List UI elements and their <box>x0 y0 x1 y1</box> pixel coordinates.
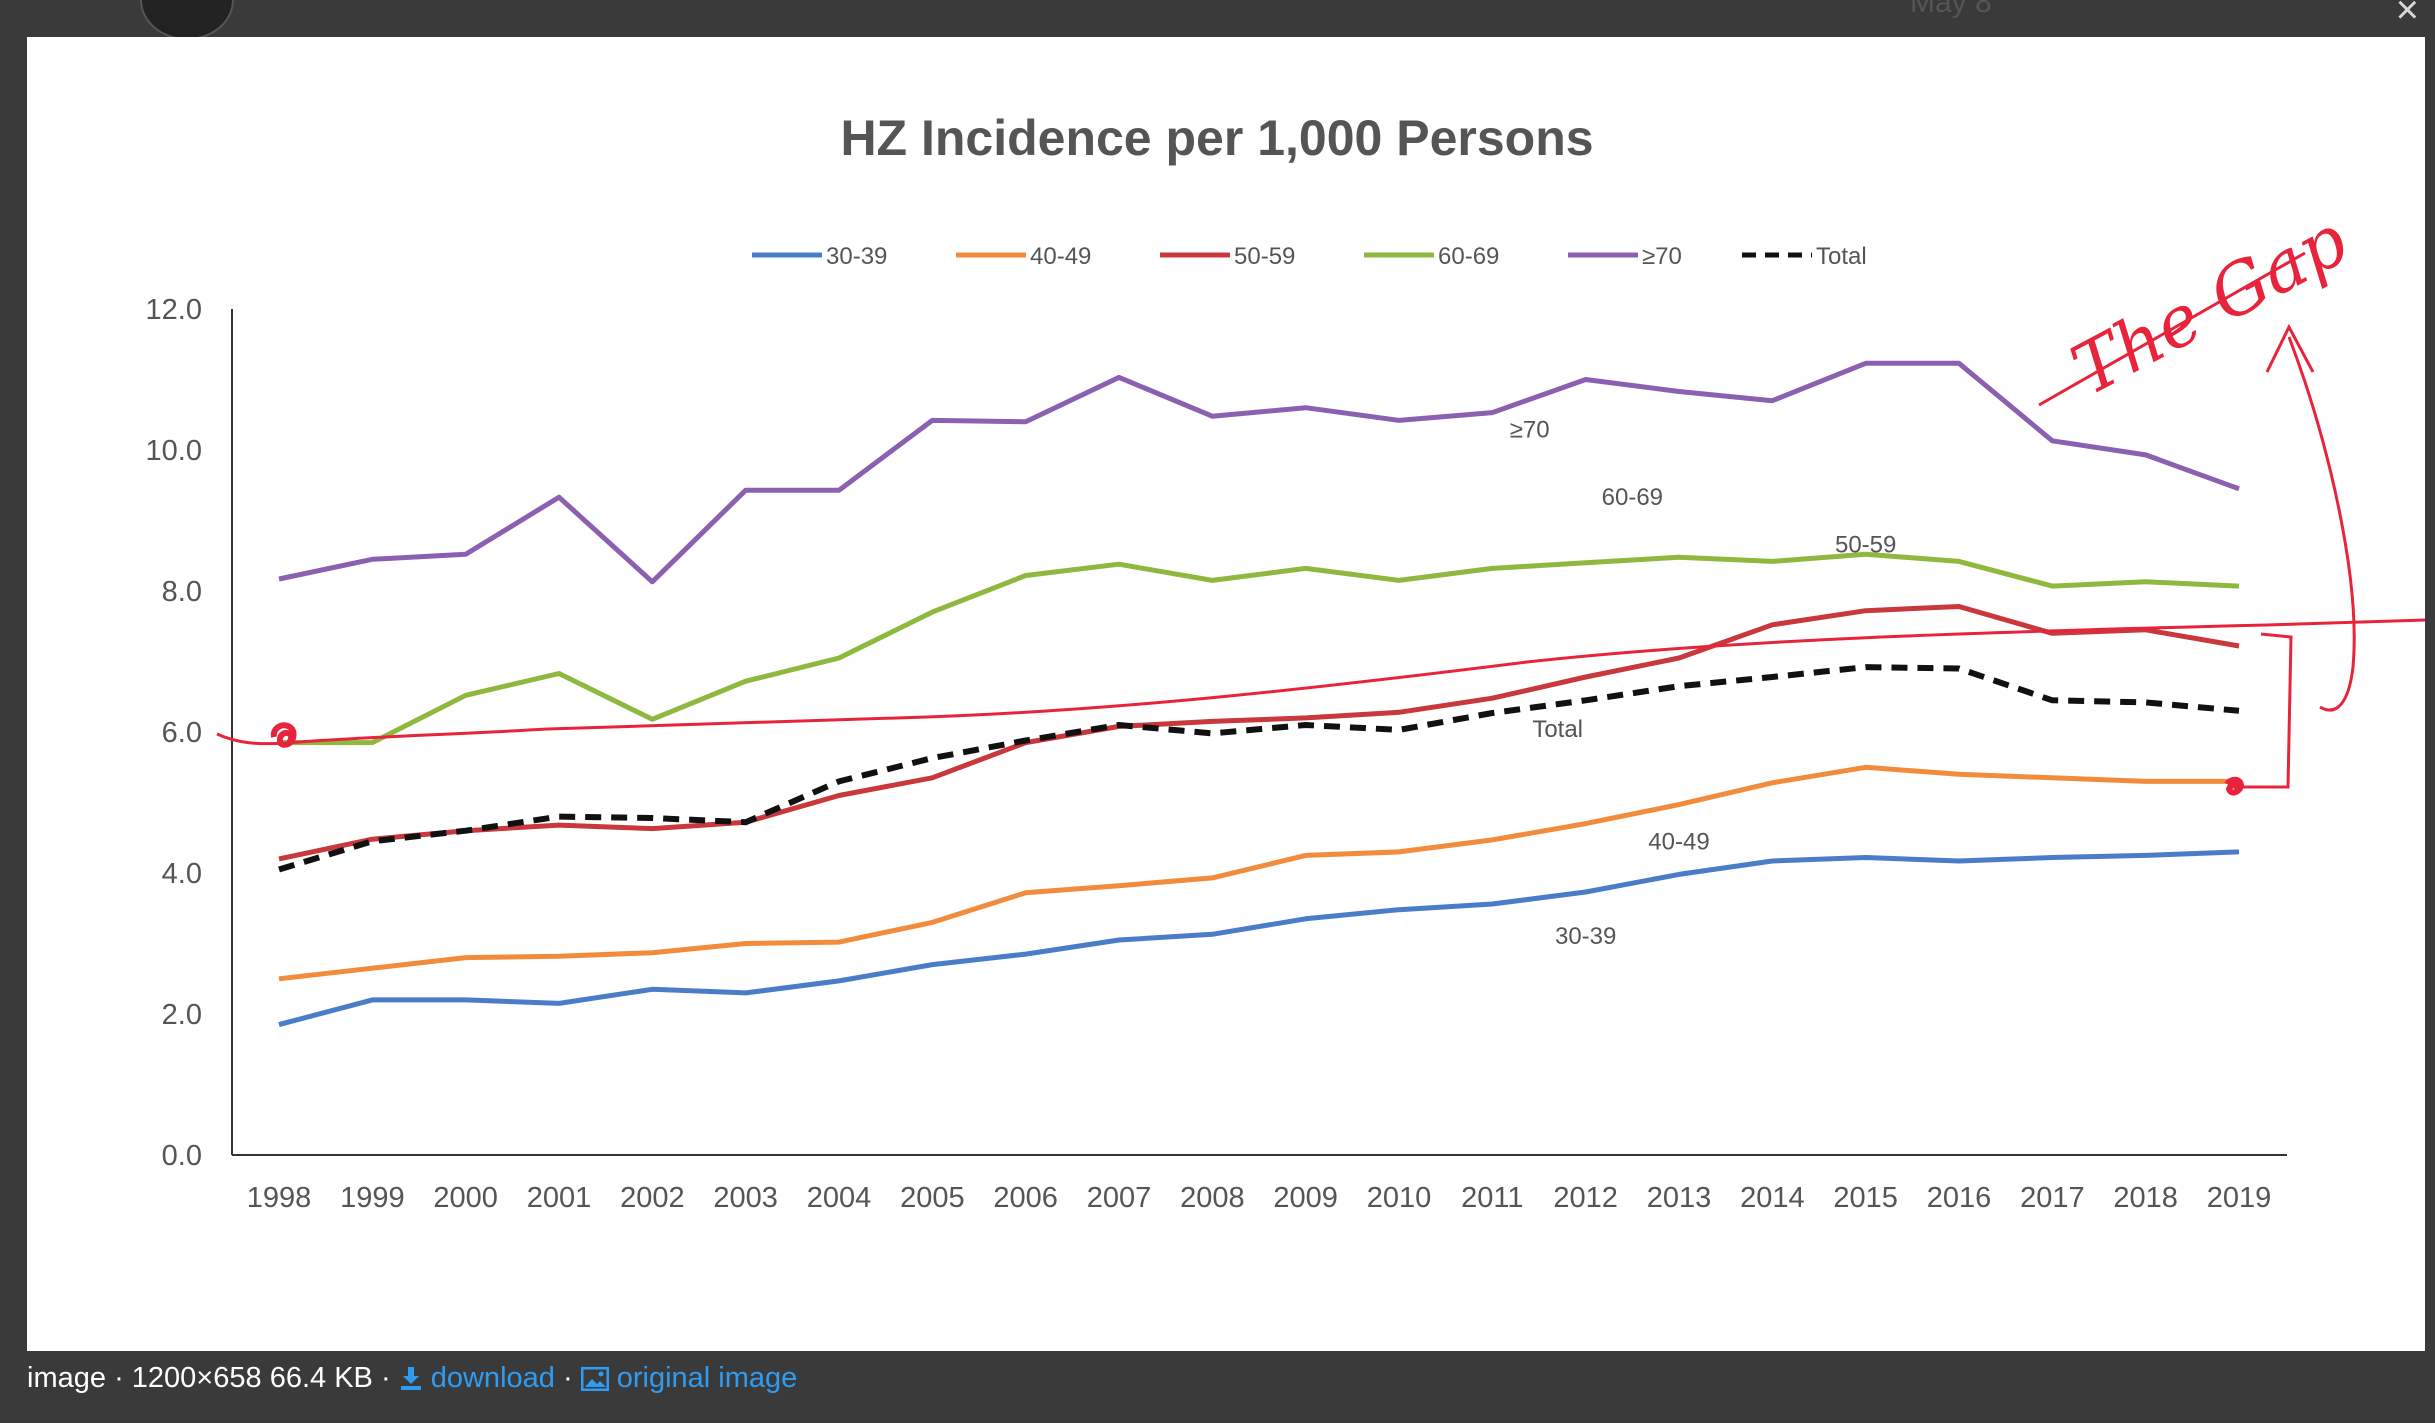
series-data-label: 60-69 <box>1602 484 1663 511</box>
y-tick-label: 2.0 <box>162 999 202 1031</box>
series-line <box>278 664 2240 873</box>
x-tick-label: 2012 <box>1553 1182 1618 1214</box>
x-tick-label: 2011 <box>1461 1182 1523 1214</box>
legend-label: 60-69 <box>1438 243 1499 270</box>
image-meta: 1200×658 66.4 KB <box>131 1362 373 1394</box>
avatar <box>140 0 234 40</box>
x-tick-label: 2006 <box>993 1182 1058 1214</box>
x-tick-label: 1999 <box>340 1182 405 1214</box>
chart-data-labels: 30-39 40-49 50-59 60-69 ≥70 Total <box>1510 416 1897 950</box>
download-label: download <box>430 1362 555 1394</box>
legend-label: 40-49 <box>1030 243 1091 270</box>
annotation-handwritten-text: The Gap <box>2059 199 2361 411</box>
x-tick-label: 2017 <box>2020 1182 2085 1214</box>
x-tick-label: 2013 <box>1647 1182 1712 1214</box>
y-tick-label: 4.0 <box>162 858 202 890</box>
x-tick-label: 2009 <box>1273 1182 1338 1214</box>
x-tick-label: 2001 <box>527 1182 592 1214</box>
legend-label: Total <box>1816 243 1867 270</box>
x-tick-label: 2014 <box>1740 1182 1805 1214</box>
x-tick-label: 2019 <box>2207 1182 2272 1214</box>
annotation-trend-line <box>216 618 2425 746</box>
series-data-label: 30-39 <box>1555 923 1616 950</box>
annotation-scribble-start <box>270 722 297 748</box>
annotation-gap-bracket <box>2237 632 2293 789</box>
legend-label: 30-39 <box>826 243 887 270</box>
chart-axes: 0.0 2.0 4.0 6.0 8.0 10.0 12.0 1998 1999 2000 2001 2… <box>146 294 2287 1214</box>
x-tick-label: 2002 <box>620 1182 685 1214</box>
image-icon <box>580 1366 610 1399</box>
x-tick-label: 2018 <box>2113 1182 2178 1214</box>
x-tick-label: 2000 <box>433 1182 498 1214</box>
chart-svg: HZ Incidence per 1,000 Persons 30-39 40-4… <box>146 110 2425 1214</box>
close-icon[interactable]: × <box>2395 0 2419 32</box>
legend-label: ≥70 <box>1642 243 1682 270</box>
series-data-label: 50-59 <box>1835 532 1896 559</box>
download-icon <box>399 1365 423 1399</box>
y-tick-label: 10.0 <box>146 435 202 467</box>
lightbox-image: HZ Incidence per 1,000 Persons 30-39 40-4… <box>27 37 2425 1351</box>
series-data-label: ≥70 <box>1510 416 1550 443</box>
image-meta-footer: image · 1200×658 66.4 KB · download · or… <box>27 1362 797 1399</box>
post-date: May 8 <box>1910 0 1992 19</box>
series-line <box>278 360 2240 585</box>
x-tick-label: 2015 <box>1833 1182 1898 1214</box>
series-line <box>278 604 2240 862</box>
chart-legend: 30-39 40-49 50-59 60-69 ≥70 Total <box>752 243 1867 270</box>
x-tick-label: 2004 <box>807 1182 872 1214</box>
series-line <box>278 764 2239 982</box>
x-tick-label: 2008 <box>1180 1182 1245 1214</box>
original-image-link[interactable]: original image <box>580 1362 798 1394</box>
chart-series <box>278 360 2240 1028</box>
x-tick-label: 2016 <box>1927 1182 1992 1214</box>
separator: · <box>114 1362 124 1394</box>
separator: · <box>562 1362 573 1394</box>
y-tick-label: 12.0 <box>146 294 202 326</box>
x-tick-label: 2003 <box>713 1182 778 1214</box>
download-link[interactable]: download <box>399 1362 563 1394</box>
series-data-label: 40-49 <box>1648 829 1709 856</box>
series-line <box>278 849 2240 1028</box>
y-tick-label: 0.0 <box>162 1140 202 1172</box>
original-image-label: original image <box>616 1362 798 1394</box>
chart-title: HZ Incidence per 1,000 Persons <box>840 110 1593 166</box>
legend-label: 50-59 <box>1234 243 1295 270</box>
annotation-arrow <box>2287 336 2356 712</box>
image-label: image <box>27 1362 106 1394</box>
x-tick-label: 2007 <box>1087 1182 1152 1214</box>
series-line <box>279 551 2240 746</box>
separator: · <box>380 1362 391 1394</box>
annotation-arrowhead <box>2265 323 2315 373</box>
x-tick-label: 2010 <box>1367 1182 1432 1214</box>
x-tick-label: 2005 <box>900 1182 965 1214</box>
x-tick-label: 1998 <box>247 1182 312 1214</box>
annotation-gap-underline <box>2038 251 2306 407</box>
annotation-scribble-end <box>2224 776 2245 796</box>
y-tick-label: 6.0 <box>162 717 202 749</box>
y-tick-label: 8.0 <box>162 576 202 608</box>
handwritten-annotations: The Gap <box>216 199 2425 796</box>
series-data-label: Total <box>1532 716 1583 743</box>
